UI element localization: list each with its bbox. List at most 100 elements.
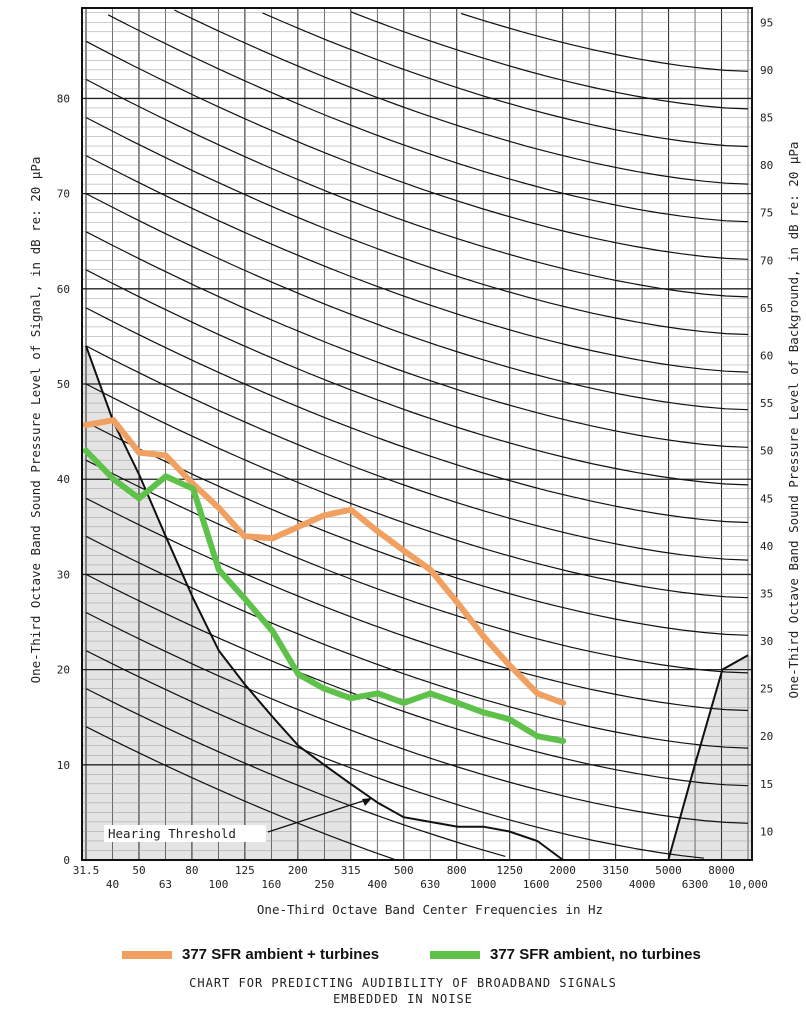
point-no-turbines [506, 716, 513, 723]
hearing-threshold-label: Hearing Threshold [108, 826, 236, 841]
legend-item-with-turbines: 377 SFR ambient + turbines [122, 946, 379, 963]
x-tick-label: 50 [132, 864, 145, 877]
y-left-tick-label: 0 [63, 854, 70, 867]
background-curve [85, 116, 749, 336]
background-curve [85, 535, 749, 749]
shaded-region-low-frequency [82, 345, 351, 860]
y-right-tick-label: 85 [760, 111, 773, 124]
y-right-tick-label: 20 [760, 730, 773, 743]
x-tick-label: 800 [447, 864, 467, 877]
background-curve [85, 231, 749, 448]
point-with-turbines [215, 504, 222, 511]
background-curve [85, 383, 749, 599]
point-with-turbines [534, 690, 541, 697]
background-curve [85, 421, 749, 636]
y-left-tick-label: 60 [57, 283, 70, 296]
background-curve [85, 497, 749, 712]
point-with-turbines [162, 452, 169, 459]
y-right-tick-label: 30 [760, 635, 773, 648]
plot-frame [81, 7, 753, 861]
shaded-regions [82, 345, 752, 860]
point-no-turbines [534, 733, 541, 740]
annotation-arrow-line [267, 797, 373, 833]
point-with-turbines [454, 599, 461, 606]
y-right-tick-label: 90 [760, 64, 773, 77]
y-left-tick-label: 10 [57, 759, 70, 772]
y-left-tick-label: 30 [57, 568, 70, 581]
x-tick-label: 31.5 [73, 864, 100, 877]
measured-series [83, 417, 567, 745]
background-curve [460, 12, 749, 72]
background-curve [85, 650, 704, 859]
x-tick-label: 40 [106, 878, 119, 891]
y-axis-left-title: One-Third Octave Band Sound Pressure Lev… [28, 157, 43, 684]
background-curve [85, 573, 749, 787]
x-tick-label: 250 [314, 878, 334, 891]
x-tick-label: 5000 [655, 864, 682, 877]
background-curve [85, 345, 749, 561]
x-tick-label: 3150 [602, 864, 629, 877]
x-tick-label: 1250 [496, 864, 523, 877]
point-no-turbines [347, 695, 354, 702]
legend-label-no-turbines: 377 SFR ambient, no turbines [490, 946, 701, 963]
point-with-turbines [560, 699, 567, 706]
x-axis-ticks: 31.5 40 50 63 80 100 125 160 200 250 315 400 500 630 8… [73, 864, 768, 891]
chart-grid [82, 8, 752, 860]
point-no-turbines [110, 476, 117, 483]
background-level-curves [85, 9, 749, 861]
hearing-threshold-curves [85, 345, 749, 861]
y-right-tick-label: 25 [760, 683, 773, 696]
caption-line-2: EMBEDDED IN NOISE [333, 992, 473, 1006]
y-right-tick-label: 50 [760, 445, 773, 458]
y-right-tick-label: 75 [760, 207, 773, 220]
x-axis-title: One-Third Octave Band Center Frequencies… [257, 902, 603, 917]
point-with-turbines [83, 421, 89, 428]
y-left-tick-label: 80 [57, 92, 70, 105]
background-curve [350, 11, 749, 110]
background-curve [85, 193, 749, 411]
x-tick-label: 125 [235, 864, 255, 877]
x-tick-label: 8000 [708, 864, 735, 877]
y-left-tick-label: 70 [57, 188, 70, 201]
y-left-tick-label: 20 [57, 664, 70, 677]
background-curve [262, 12, 749, 148]
background-curve [85, 40, 749, 260]
point-no-turbines [375, 690, 382, 697]
point-no-turbines [162, 473, 169, 480]
point-no-turbines [560, 738, 567, 745]
point-no-turbines [269, 628, 276, 635]
y-axis-right-title: One-Third Octave Band Sound Pressure Lev… [786, 142, 801, 699]
right-axis-ticks: 10 15 20 25 30 35 40 45 50 55 60 65 70 75 80 85 90 95 [760, 16, 773, 838]
point-no-turbines [83, 447, 89, 454]
x-tick-label: 80 [185, 864, 198, 877]
background-curve [85, 78, 749, 298]
y-left-tick-label: 50 [57, 378, 70, 391]
x-tick-label: 630 [420, 878, 440, 891]
point-no-turbines [427, 690, 434, 697]
background-curve [85, 726, 396, 861]
hearing-threshold-annotation: Hearing Threshold [104, 797, 373, 842]
y-right-tick-label: 95 [760, 16, 773, 29]
y-right-tick-label: 15 [760, 778, 773, 791]
x-tick-label: 1600 [523, 878, 550, 891]
point-with-turbines [506, 661, 513, 668]
x-tick-label: 2500 [576, 878, 603, 891]
legend-swatch-orange [122, 950, 172, 959]
y-right-tick-label: 60 [760, 349, 773, 362]
background-curve [85, 155, 749, 373]
x-tick-label: 63 [159, 878, 172, 891]
point-with-turbines [321, 512, 328, 519]
point-with-turbines [136, 449, 143, 456]
background-curve [85, 459, 749, 674]
y-right-tick-label: 45 [760, 492, 773, 505]
left-axis-ticks: 0 10 20 30 40 50 60 70 80 [57, 92, 70, 867]
background-curve [107, 14, 749, 223]
y-right-tick-label: 40 [760, 540, 773, 553]
y-right-tick-label: 55 [760, 397, 773, 410]
y-right-tick-label: 70 [760, 254, 773, 267]
y-right-tick-label: 65 [760, 302, 773, 315]
x-tick-label: 4000 [629, 878, 656, 891]
point-no-turbines [136, 495, 143, 502]
point-no-turbines [241, 595, 248, 602]
point-no-turbines [454, 699, 461, 706]
